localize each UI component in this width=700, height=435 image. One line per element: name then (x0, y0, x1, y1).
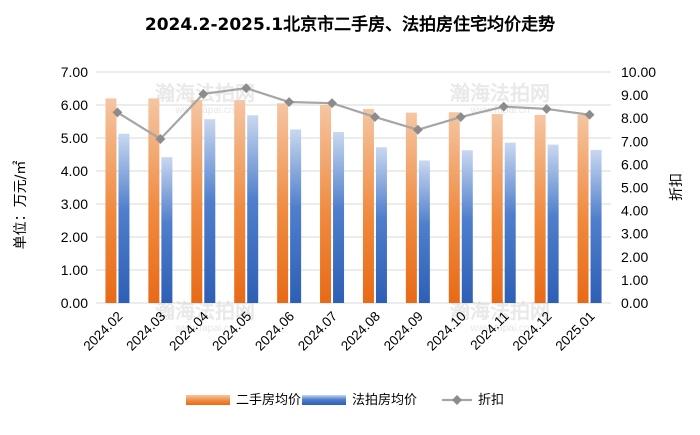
chart-title: 2024.2-2025.1北京市二手房、法拍房住宅均价走势 (145, 14, 555, 35)
bar-auction (375, 147, 387, 303)
legend-swatch (186, 395, 230, 405)
legend-swatch (302, 395, 346, 405)
y2-tick-label: 9.00 (621, 87, 648, 103)
bar-auction (118, 133, 130, 303)
y2-tick-label: 5.00 (621, 180, 648, 196)
y-tick-label: 3.00 (61, 196, 88, 212)
y2-tick-label: 10.00 (621, 64, 656, 80)
discount-line-path (116, 87, 590, 141)
y2-tick-label: 8.00 (621, 110, 648, 126)
discount-point (155, 134, 166, 144)
y2-tick-label: 3.00 (621, 226, 648, 242)
discount-point (541, 104, 552, 114)
y2-tick-label: 1.00 (621, 272, 648, 288)
y-tick-label: 1.00 (61, 262, 88, 278)
y-tick-label: 7.00 (61, 64, 88, 80)
bars (105, 98, 602, 304)
bar-auction (504, 142, 516, 303)
y-tick-label: 0.00 (61, 295, 88, 311)
watermark-url: www.fapai.cn (470, 323, 530, 334)
y-tick-label: 6.00 (61, 97, 88, 113)
bar-second-hand (191, 100, 203, 303)
watermark-url: www.fapai.cn (175, 323, 235, 334)
bar-second-hand (277, 103, 289, 303)
bar-auction (161, 157, 173, 303)
y-axis-right: 0.00 1.00 2.00 3.00 4.00 5.00 6.00 7.00 8.00 9.00… (621, 64, 656, 311)
y2-tick-label: 7.00 (621, 133, 648, 149)
bar-auction (247, 115, 259, 303)
legend-label: 二手房均价 (236, 392, 301, 408)
x-tick-label: 2025.01 (553, 309, 598, 354)
y-axis-left: 0.00 1.00 2.00 3.00 4.00 5.00 6.00 7.00 (61, 64, 88, 311)
y-axis-title: 单位：万元/㎡ (13, 161, 29, 250)
y-tick-label: 2.00 (61, 229, 88, 245)
x-tick-label: 2024.02 (80, 309, 125, 354)
x-tick-label: 2024.08 (338, 309, 383, 354)
bar-second-hand (320, 105, 332, 303)
legend-label: 法拍房均价 (352, 392, 417, 408)
y2-tick-label: 4.00 (621, 203, 648, 219)
watermark-url: www.fapai.cn (470, 105, 530, 116)
y-tick-label: 5.00 (61, 130, 88, 146)
legend: 二手房均价 法拍房均价 折扣 (186, 392, 504, 408)
bar-auction (290, 129, 302, 303)
bar-auction (333, 132, 345, 303)
gridlines (96, 71, 611, 304)
x-tick-label: 2024.06 (252, 309, 297, 354)
watermark-logo: 瀚海法拍网 (450, 81, 550, 105)
discount-point (198, 88, 209, 99)
discount-point (241, 83, 252, 94)
bar-auction (418, 160, 430, 303)
legend-marker (452, 395, 462, 405)
bar-second-hand (405, 112, 417, 303)
bar-auction (590, 149, 602, 303)
bar-second-hand (491, 113, 503, 303)
bar-auction (547, 144, 559, 303)
bar-second-hand (534, 114, 546, 304)
y2-tick-label: 0.00 (621, 295, 648, 311)
bar-second-hand (105, 98, 117, 304)
bar-auction (461, 150, 473, 303)
bar-second-hand (234, 100, 246, 303)
legend-label: 折扣 (478, 393, 504, 408)
discount-line (112, 83, 595, 144)
y2-tick-label: 2.00 (621, 249, 648, 265)
bar-second-hand (148, 98, 160, 304)
y-tick-label: 4.00 (61, 163, 88, 179)
bar-second-hand (577, 114, 589, 304)
watermark-url: www.fapai.cn (175, 105, 235, 116)
discount-point (112, 107, 123, 118)
bar-second-hand (362, 108, 374, 304)
x-tick-label: 2024.09 (381, 309, 426, 354)
x-tick-label: 2024.07 (295, 309, 340, 354)
x-tick-label: 2024.03 (123, 309, 168, 354)
discount-point (584, 109, 595, 120)
bar-auction (204, 119, 216, 303)
bar-second-hand (448, 112, 460, 303)
y2-tick-label: 6.00 (621, 156, 648, 172)
y2-axis-title: 折扣 (669, 173, 685, 201)
x-tick-label: 2024.10 (424, 309, 469, 354)
